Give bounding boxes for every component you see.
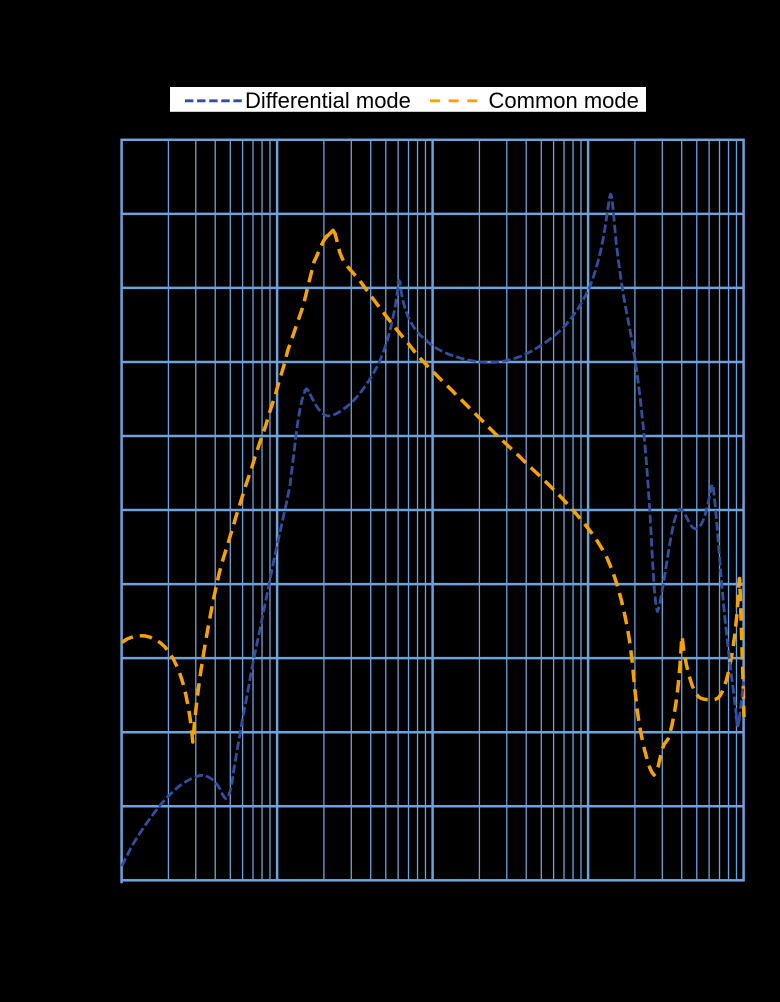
svg-text:Common mode: Common mode — [489, 88, 639, 113]
svg-text:Differential mode: Differential mode — [245, 88, 411, 113]
